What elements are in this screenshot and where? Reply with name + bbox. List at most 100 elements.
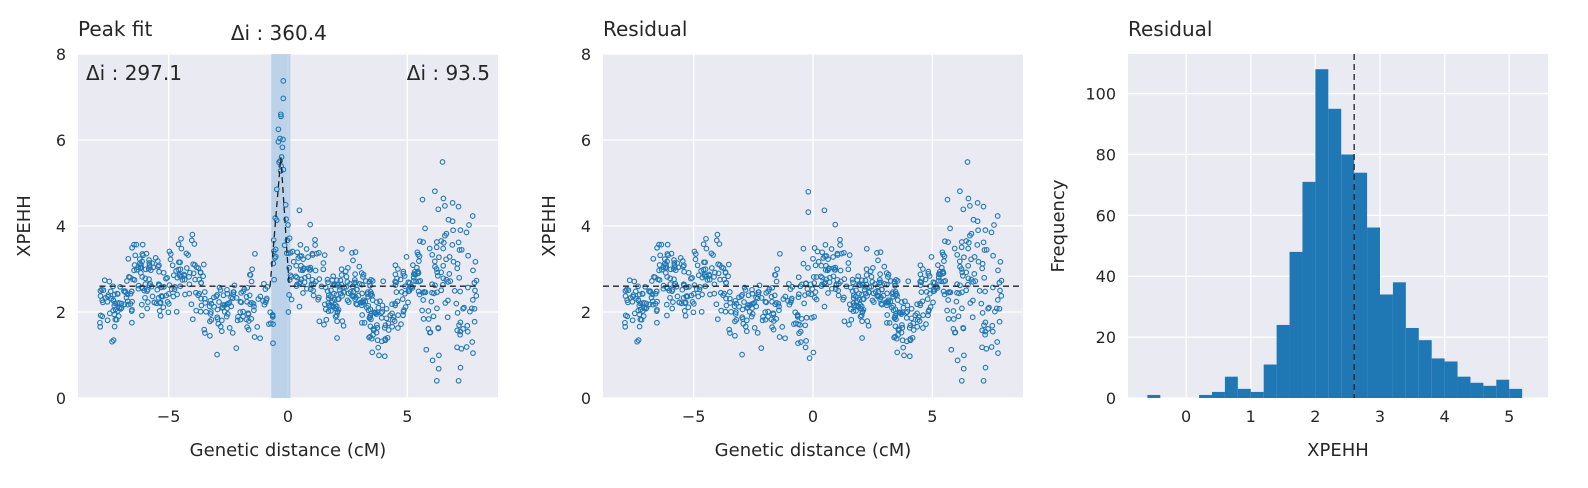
data-point bbox=[472, 287, 478, 294]
data-point bbox=[700, 266, 707, 273]
data-point bbox=[846, 252, 853, 258]
data-point bbox=[320, 260, 327, 266]
data-point bbox=[229, 330, 236, 336]
histogram-bar bbox=[1509, 388, 1523, 398]
data-point bbox=[884, 290, 890, 297]
data-point bbox=[457, 227, 464, 233]
data-point bbox=[235, 313, 241, 320]
data-point bbox=[254, 324, 261, 330]
data-point bbox=[175, 241, 182, 248]
data-point bbox=[927, 304, 934, 310]
data-point bbox=[950, 308, 957, 314]
data-point bbox=[233, 345, 240, 351]
data-point bbox=[428, 298, 435, 305]
data-point bbox=[286, 235, 293, 242]
y-tick-label: 0 bbox=[581, 389, 591, 408]
data-point bbox=[751, 325, 758, 331]
data-point bbox=[430, 313, 437, 320]
data-point bbox=[178, 273, 185, 280]
data-point bbox=[419, 196, 426, 203]
data-point bbox=[359, 312, 366, 318]
data-point bbox=[246, 292, 253, 299]
histogram-bar bbox=[1444, 361, 1458, 398]
data-point bbox=[457, 328, 464, 335]
data-point bbox=[945, 239, 951, 245]
data-point bbox=[972, 278, 979, 284]
data-point bbox=[454, 344, 460, 351]
data-point bbox=[856, 290, 862, 297]
data-point bbox=[455, 239, 462, 246]
data-point bbox=[142, 275, 149, 282]
data-point bbox=[325, 279, 331, 286]
data-point bbox=[278, 113, 284, 120]
data-point bbox=[366, 334, 372, 341]
histogram-bar bbox=[1328, 108, 1342, 399]
data-point bbox=[732, 318, 738, 325]
data-point bbox=[306, 266, 313, 273]
histogram-bar bbox=[1405, 327, 1419, 398]
data-point bbox=[376, 352, 382, 359]
data-point bbox=[429, 251, 436, 258]
data-point bbox=[170, 293, 177, 300]
data-point bbox=[245, 318, 252, 324]
data-point bbox=[935, 262, 941, 268]
data-point bbox=[758, 295, 765, 301]
data-point bbox=[908, 305, 915, 312]
data-point bbox=[133, 241, 140, 248]
data-point bbox=[681, 268, 687, 275]
data-point bbox=[451, 288, 458, 294]
data-point bbox=[958, 377, 965, 384]
data-point bbox=[960, 365, 967, 372]
data-point bbox=[392, 262, 399, 269]
data-point bbox=[450, 227, 456, 234]
data-point bbox=[173, 308, 180, 315]
data-point bbox=[749, 286, 755, 293]
data-point bbox=[639, 290, 646, 297]
data-point bbox=[245, 311, 252, 318]
data-point bbox=[420, 289, 426, 296]
data-point bbox=[723, 295, 729, 302]
data-point bbox=[111, 323, 118, 330]
data-point bbox=[954, 251, 961, 258]
data-point bbox=[198, 302, 205, 309]
data-point bbox=[944, 307, 950, 314]
data-point bbox=[224, 286, 230, 293]
data-point bbox=[361, 320, 368, 326]
data-point bbox=[440, 195, 447, 202]
data-point bbox=[903, 338, 910, 345]
data-point bbox=[940, 251, 946, 258]
data-point bbox=[959, 269, 966, 276]
data-point bbox=[165, 309, 172, 316]
data-point bbox=[821, 303, 828, 310]
data-point bbox=[917, 302, 924, 309]
x-tick-label: 0 bbox=[1181, 407, 1191, 426]
data-point bbox=[356, 263, 363, 270]
data-point bbox=[166, 248, 173, 255]
data-point bbox=[993, 305, 1000, 312]
data-point bbox=[733, 309, 739, 315]
data-point bbox=[178, 235, 184, 242]
data-point bbox=[340, 289, 347, 296]
data-point bbox=[963, 287, 970, 294]
data-point bbox=[975, 227, 981, 234]
data-point bbox=[297, 241, 304, 248]
data-point bbox=[188, 237, 195, 244]
data-point bbox=[990, 252, 996, 259]
data-point bbox=[456, 247, 463, 253]
data-point bbox=[691, 248, 698, 255]
data-point bbox=[975, 258, 982, 265]
data-point bbox=[685, 304, 692, 311]
data-point bbox=[473, 277, 480, 284]
data-point bbox=[691, 282, 698, 288]
data-point bbox=[656, 277, 663, 283]
data-point bbox=[359, 290, 365, 297]
data-point bbox=[810, 349, 817, 356]
data-point bbox=[214, 351, 220, 358]
data-point bbox=[288, 296, 295, 303]
data-point bbox=[895, 326, 902, 332]
data-point bbox=[846, 301, 853, 308]
histogram-bar bbox=[1199, 394, 1212, 398]
data-point bbox=[422, 225, 428, 232]
data-point bbox=[131, 262, 138, 268]
data-point bbox=[282, 201, 289, 208]
